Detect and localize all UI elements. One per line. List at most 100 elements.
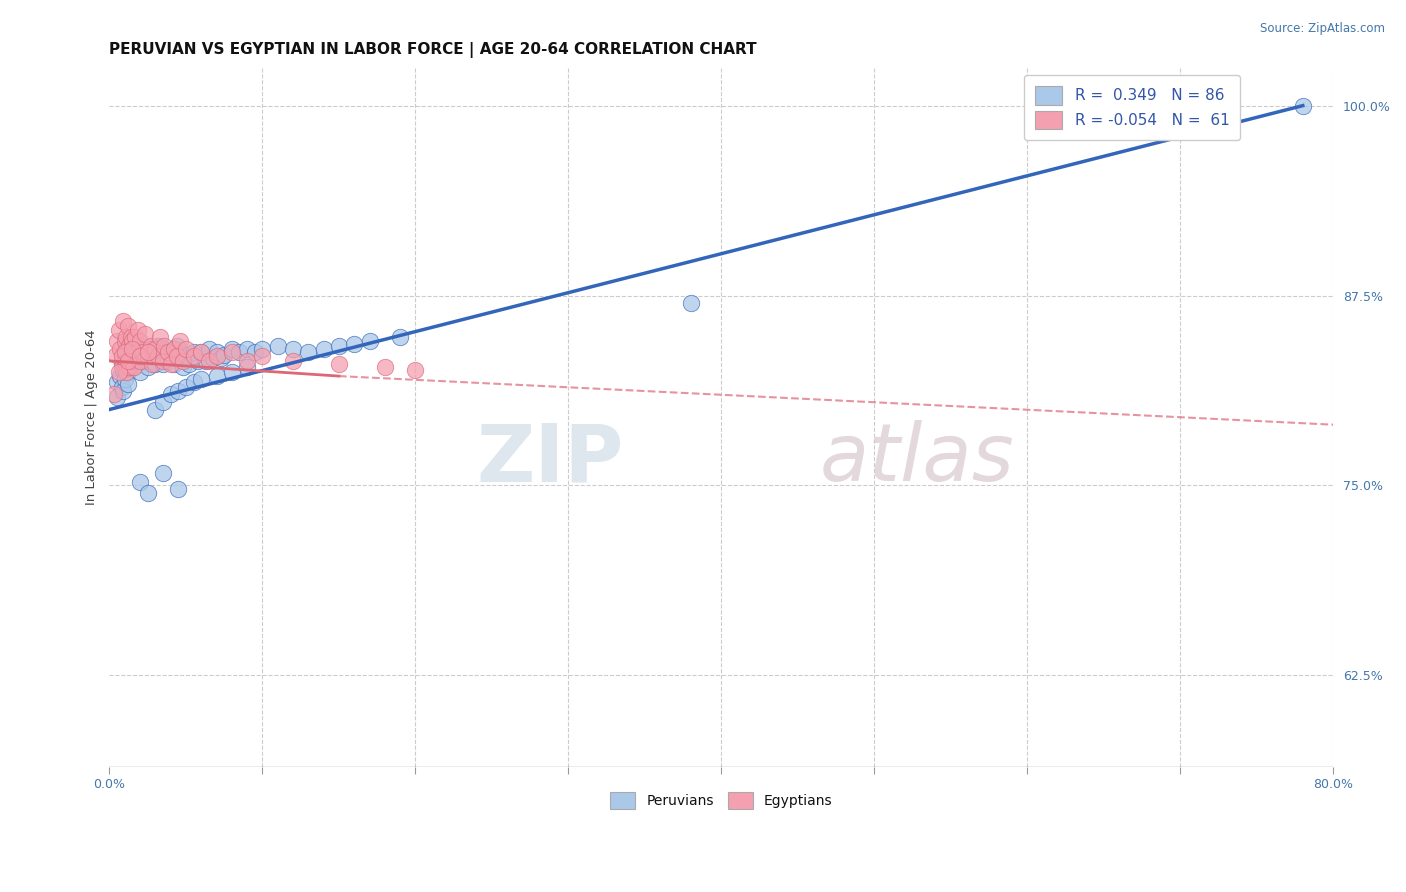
Point: [252, 349, 274, 363]
Point: [120, 342, 142, 356]
Point: [312, 342, 335, 356]
Point: [172, 354, 194, 368]
Point: [169, 334, 191, 348]
Point: [105, 375, 128, 389]
Point: [118, 359, 141, 374]
Point: [117, 354, 139, 368]
Point: [209, 351, 232, 365]
Point: [129, 349, 152, 363]
Text: ZIP: ZIP: [477, 420, 623, 498]
Point: [114, 334, 136, 348]
Point: [114, 372, 136, 386]
Point: [141, 357, 163, 371]
Point: [156, 344, 179, 359]
Point: [117, 318, 139, 333]
Point: [236, 354, 259, 368]
Point: [143, 357, 166, 371]
Point: [117, 349, 139, 363]
Point: [374, 359, 396, 374]
Point: [121, 334, 143, 348]
Y-axis label: In Labor Force | Age 20-64: In Labor Force | Age 20-64: [86, 329, 98, 505]
Point: [167, 384, 190, 399]
Point: [103, 387, 125, 401]
Point: [134, 326, 156, 341]
Point: [129, 354, 152, 368]
Point: [148, 349, 170, 363]
Point: [172, 359, 194, 374]
Point: [183, 375, 205, 389]
Point: [111, 380, 134, 394]
Point: [221, 344, 243, 359]
Text: Source: ZipAtlas.com: Source: ZipAtlas.com: [1260, 22, 1385, 36]
Point: [236, 342, 259, 356]
Point: [143, 342, 166, 356]
Point: [159, 344, 181, 359]
Point: [198, 342, 221, 356]
Point: [117, 365, 139, 379]
Point: [1292, 98, 1315, 112]
Point: [115, 340, 138, 354]
Point: [120, 357, 142, 371]
Point: [136, 349, 159, 363]
Point: [117, 376, 139, 391]
Point: [122, 359, 145, 374]
Point: [111, 349, 134, 363]
Point: [166, 339, 188, 353]
Point: [281, 342, 304, 356]
Point: [159, 357, 181, 371]
Point: [139, 342, 162, 356]
Point: [163, 342, 186, 356]
Point: [198, 354, 221, 368]
Point: [190, 344, 212, 359]
Point: [134, 354, 156, 368]
Point: [105, 334, 128, 348]
Point: [163, 357, 186, 371]
Point: [122, 352, 145, 367]
Point: [108, 369, 131, 384]
Point: [127, 324, 149, 338]
Point: [107, 365, 129, 379]
Point: [404, 363, 426, 377]
Point: [118, 334, 141, 348]
Point: [152, 467, 174, 481]
Point: [205, 369, 228, 384]
Point: [121, 342, 143, 356]
Point: [243, 344, 266, 359]
Point: [132, 344, 155, 359]
Point: [122, 342, 145, 356]
Point: [152, 357, 174, 371]
Point: [112, 363, 135, 377]
Point: [129, 365, 152, 379]
Point: [136, 348, 159, 362]
Point: [120, 329, 142, 343]
Legend: Peruvians, Egyptians: Peruvians, Egyptians: [603, 785, 839, 815]
Point: [118, 349, 141, 363]
Point: [205, 349, 228, 363]
Point: [108, 342, 131, 356]
Point: [205, 344, 228, 359]
Point: [114, 359, 136, 374]
Point: [281, 354, 304, 368]
Point: [183, 344, 205, 359]
Point: [132, 342, 155, 356]
Point: [121, 359, 143, 374]
Point: [194, 354, 217, 368]
Point: [389, 329, 412, 343]
Point: [125, 342, 148, 356]
Point: [190, 372, 212, 386]
Point: [152, 354, 174, 368]
Point: [141, 354, 163, 368]
Point: [124, 348, 146, 362]
Point: [153, 342, 176, 356]
Point: [221, 365, 243, 379]
Point: [143, 344, 166, 359]
Point: [104, 348, 127, 362]
Point: [156, 354, 179, 368]
Point: [149, 349, 172, 363]
Point: [121, 349, 143, 363]
Point: [124, 329, 146, 343]
Point: [127, 334, 149, 348]
Point: [125, 344, 148, 359]
Point: [228, 344, 250, 359]
Text: PERUVIAN VS EGYPTIAN IN LABOR FORCE | AGE 20-64 CORRELATION CHART: PERUVIAN VS EGYPTIAN IN LABOR FORCE | AG…: [110, 42, 756, 58]
